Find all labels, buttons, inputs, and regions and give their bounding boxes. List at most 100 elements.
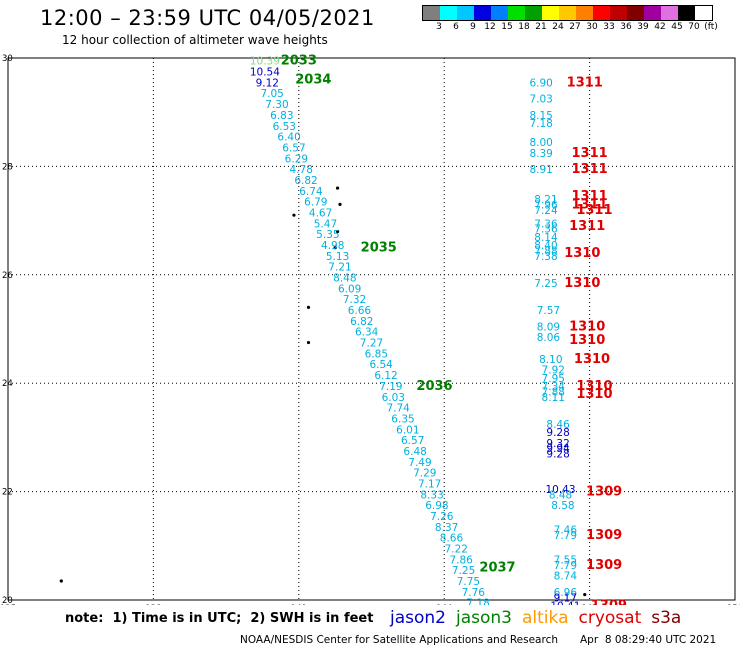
wave-height-label: 6.66	[348, 305, 372, 317]
legend-altika: altika	[522, 608, 569, 628]
wave-height-label: 7.29	[413, 468, 436, 480]
wave-height-label: 10.43	[545, 484, 575, 496]
wave-height-label: 7.36	[534, 218, 558, 230]
color-scale-tick: 39	[637, 22, 649, 32]
wave-height-label: 9.28	[546, 449, 569, 461]
color-scale-tick: (ft)	[704, 22, 718, 32]
island-mark	[306, 340, 311, 345]
pass-number-label: 1310	[574, 352, 610, 367]
wave-height-label: 8.09	[537, 321, 560, 333]
wave-height-label: 6.09	[338, 283, 361, 295]
color-swatch	[474, 6, 491, 20]
chart-subtitle: 12 hour collection of altimeter wave hei…	[62, 33, 328, 47]
wave-height-label: 7.25	[452, 565, 475, 577]
color-swatch	[695, 6, 712, 20]
pass-number-label: 2035	[361, 241, 397, 256]
color-scale-tick: 45	[671, 22, 683, 32]
credit-line: NOAA/NESDIS Center for Satellite Applica…	[240, 634, 558, 646]
pass-number-label: 1311	[572, 189, 608, 204]
wave-height-label: 9.17	[554, 592, 577, 604]
island-mark	[583, 592, 587, 597]
color-scale-tick: 24	[552, 22, 564, 32]
wave-height-label: 6.57	[401, 435, 424, 447]
color-scale-tick: 30	[586, 22, 598, 32]
wave-height-label: 7.19	[379, 381, 402, 393]
pass-number-label: 2034	[295, 73, 331, 88]
wave-height-label: 4.67	[309, 207, 332, 219]
wave-height-label: 8.37	[435, 522, 458, 534]
color-scale-tick: 36	[620, 22, 632, 32]
wave-height-label: 7.34	[542, 381, 566, 393]
color-swatch	[610, 6, 627, 20]
wave-height-label: 8.74	[554, 571, 578, 583]
x-tick-label: 150	[727, 604, 740, 605]
wave-height-label: 6.40	[277, 132, 300, 144]
color-swatch	[661, 6, 678, 20]
x-tick-label: 147	[581, 604, 597, 605]
pass-number-label: 2033	[281, 54, 317, 69]
wave-height-label: 7.36	[534, 224, 558, 236]
wave-height-label: 7.88	[542, 386, 565, 398]
wave-height-label: 7.27	[360, 338, 383, 350]
wave-height-label: 8.58	[551, 500, 574, 512]
color-scale-tick: 21	[535, 22, 547, 32]
x-tick-label: 144	[436, 604, 452, 605]
island-mark	[338, 202, 342, 206]
color-swatch	[593, 6, 610, 20]
wave-height-label: 8.39	[529, 148, 552, 160]
color-scale-tick: 70	[688, 22, 700, 32]
wave-height-label: 8.10	[539, 354, 562, 366]
color-scale-tick: 6	[453, 22, 459, 32]
wave-height-label: 8.33	[420, 489, 443, 501]
color-scale-tick: 42	[654, 22, 666, 32]
color-swatch	[491, 6, 508, 20]
wave-height-label: 7.25	[534, 278, 557, 290]
pass-number-label: 1311	[576, 203, 612, 218]
wave-height-label: 5.35	[316, 229, 339, 241]
wave-height-label: 7.96	[534, 199, 558, 211]
wave-height-label: 8.66	[440, 533, 464, 545]
wave-height-label: 6.98	[425, 500, 448, 512]
pass-number-label: 1309	[586, 485, 622, 500]
wave-height-label: 9.28	[546, 427, 569, 439]
wave-height-label: 7.03	[529, 94, 552, 106]
wave-height-label: 7.22	[445, 544, 468, 556]
y-tick-label: 26	[2, 271, 13, 281]
wave-height-label: 7.86	[449, 554, 473, 566]
wave-height-label: 7.55	[554, 554, 577, 566]
color-swatch	[525, 6, 542, 20]
wave-height-label: 6.85	[365, 348, 388, 360]
wave-height-label: 6.34	[355, 327, 379, 339]
wave-height-label: 7.30	[265, 99, 288, 111]
wave-height-label: 7.24	[534, 205, 558, 217]
wave-height-label: 8.00	[529, 137, 552, 149]
wave-height-label: 6.35	[391, 413, 414, 425]
wave-height-label: 10.39	[250, 56, 280, 68]
wave-height-label: 9.12	[256, 77, 279, 89]
wave-height-label: 6.82	[350, 316, 373, 328]
pass-number-label: 1311	[572, 197, 608, 212]
wave-height-label: 8.15	[529, 110, 552, 122]
wave-height-label: 7.05	[260, 88, 283, 100]
wave-height-label: 7.92	[542, 365, 565, 377]
color-scale-tick: 12	[484, 22, 496, 32]
pass-number-label: 1309	[591, 598, 627, 605]
island-mark	[292, 213, 296, 217]
pass-number-label: 1311	[567, 75, 603, 90]
pass-number-label: 1310	[564, 246, 600, 261]
wave-height-label: 7.49	[408, 457, 431, 469]
wave-height-label: 6.29	[285, 153, 308, 165]
wave-height-label: 7.88	[534, 245, 557, 257]
wave-height-label: 7.18	[529, 118, 552, 130]
island-mark	[333, 246, 337, 250]
pass-number-label: 2037	[479, 560, 515, 575]
color-swatch	[644, 6, 661, 20]
plot-frame	[7, 57, 736, 601]
wave-height-label: 7.74	[386, 403, 410, 415]
color-swatch	[542, 6, 559, 20]
wave-height-label: 6.90	[529, 77, 552, 89]
generated-timestamp: Apr 8 08:29:40 UTC 2021	[580, 634, 717, 646]
y-tick-label: 22	[2, 488, 13, 498]
pass-number-label: 1309	[586, 558, 622, 573]
wave-height-label: 7.57	[537, 305, 560, 317]
